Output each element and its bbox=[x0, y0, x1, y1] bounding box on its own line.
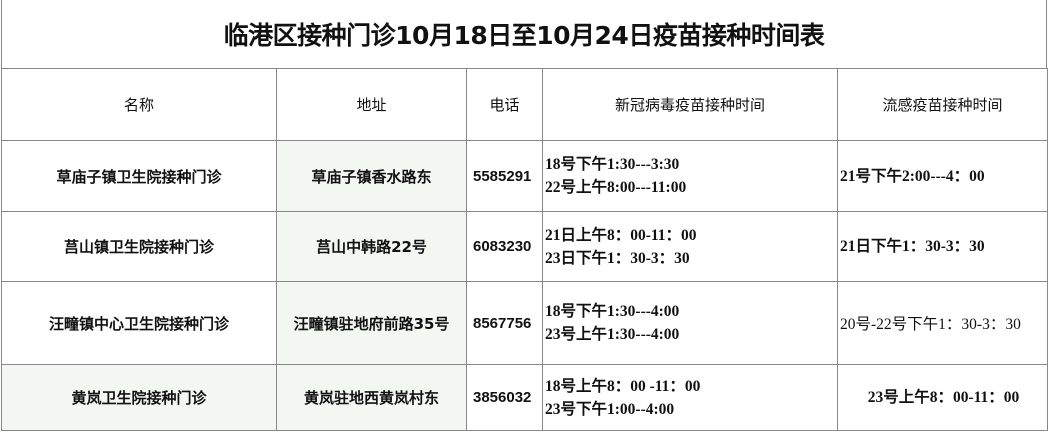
covid-slot: 18号上午8：00 -11：00 bbox=[545, 377, 701, 395]
clinic-name: 汪疃镇中心卫生院接种门诊 bbox=[1, 281, 277, 365]
table-row: 莒山镇卫生院接种门诊 莒山中韩路22号 6083230 21日上午8：00-11… bbox=[1, 211, 1048, 282]
covid-slot: 21日上午8：00-11：00 bbox=[545, 226, 697, 244]
page-title: 临港区接种门诊10月18日至10月24日疫苗接种时间表 bbox=[1, 0, 1047, 68]
covid-time: 18号上午8：00 -11：00 23号下午1:00--4:00 bbox=[542, 364, 838, 431]
covid-slot: 23日下午1：30-3：30 bbox=[545, 249, 690, 267]
clinic-phone: 8567756 bbox=[466, 281, 543, 365]
covid-slot: 18号下午1:30---3:30 bbox=[545, 156, 680, 173]
covid-slot: 18号下午1:30---4:00 bbox=[545, 303, 680, 320]
header-phone: 电话 bbox=[466, 68, 543, 141]
schedule-table: 名称 地址 电话 新冠病毒疫苗接种时间 流感疫苗接种时间 草庙子镇卫生院接种门诊… bbox=[1, 68, 1048, 431]
header-row: 名称 地址 电话 新冠病毒疫苗接种时间 流感疫苗接种时间 bbox=[1, 68, 1048, 141]
clinic-address: 莒山中韩路22号 bbox=[276, 211, 467, 282]
clinic-name: 草庙子镇卫生院接种门诊 bbox=[1, 140, 277, 212]
covid-time: 18号下午1:30---4:00 23号上午1:30---4:00 bbox=[542, 281, 838, 365]
clinic-phone: 3856032 bbox=[466, 364, 543, 431]
covid-time: 18号下午1:30---3:30 22号上午8:00---11:00 bbox=[542, 140, 838, 212]
clinic-address: 黄岚驻地西黄岚村东 bbox=[276, 364, 467, 431]
table-row: 草庙子镇卫生院接种门诊 草庙子镇香水路东 5585291 18号下午1:30--… bbox=[1, 140, 1048, 212]
clinic-name: 莒山镇卫生院接种门诊 bbox=[1, 211, 277, 282]
clinic-name: 黄岚卫生院接种门诊 bbox=[1, 364, 277, 431]
covid-slot: 23号上午1:30---4:00 bbox=[545, 326, 680, 343]
header-flu-time: 流感疫苗接种时间 bbox=[837, 68, 1048, 141]
flu-time: 20号-22号下午1：30-3：30 bbox=[837, 281, 1048, 365]
header-covid-time: 新冠病毒疫苗接种时间 bbox=[542, 68, 838, 141]
covid-slot: 22号上午8:00---11:00 bbox=[545, 179, 687, 196]
clinic-phone: 6083230 bbox=[466, 211, 543, 282]
table-row: 黄岚卫生院接种门诊 黄岚驻地西黄岚村东 3856032 18号上午8：00 -1… bbox=[1, 364, 1048, 431]
flu-time: 21日下午1：30-3：30 bbox=[837, 211, 1048, 282]
header-address: 地址 bbox=[276, 68, 467, 141]
flu-time: 23号上午8：00-11：00 bbox=[837, 364, 1048, 431]
clinic-address: 汪疃镇驻地府前路35号 bbox=[276, 281, 467, 365]
header-name: 名称 bbox=[1, 68, 277, 141]
covid-slot: 23号下午1:00--4:00 bbox=[545, 400, 675, 418]
table-row: 汪疃镇中心卫生院接种门诊 汪疃镇驻地府前路35号 8567756 18号下午1:… bbox=[1, 281, 1048, 365]
clinic-address: 草庙子镇香水路东 bbox=[276, 140, 467, 212]
flu-time: 21号下午2:00---4：00 bbox=[837, 140, 1048, 212]
covid-time: 21日上午8：00-11：00 23日下午1：30-3：30 bbox=[542, 211, 838, 282]
clinic-phone: 5585291 bbox=[466, 140, 543, 212]
